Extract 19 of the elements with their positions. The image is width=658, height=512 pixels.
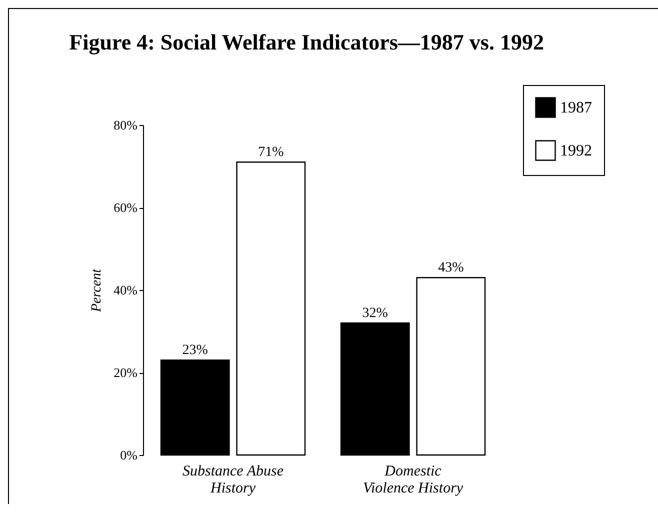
bar (160, 360, 230, 456)
y-tick-label: 40% (114, 282, 138, 298)
y-tick-label: 60% (114, 200, 138, 215)
y-tick-label: 20% (114, 365, 138, 380)
x-tick-label: Substance Abuse History (182, 464, 284, 496)
y-tick-label: 0% (120, 448, 138, 462)
legend-label: 1992 (560, 142, 592, 160)
y-tick-label: 80% (114, 118, 138, 132)
y-axis-title: Percent (90, 268, 105, 314)
chart-title: Figure 4: Social Welfare Indicators—1987 vs. 1992 (69, 30, 544, 54)
data-label: 23% (182, 343, 208, 358)
legend-label: 1987 (560, 100, 592, 116)
data-label: 71% (258, 145, 284, 160)
bar (340, 322, 410, 456)
bar (236, 162, 306, 456)
data-label: 32% (362, 306, 388, 321)
data-label: 43% (438, 260, 464, 276)
bar (416, 277, 486, 456)
x-tick-label: Domestic Violence History (362, 464, 464, 496)
